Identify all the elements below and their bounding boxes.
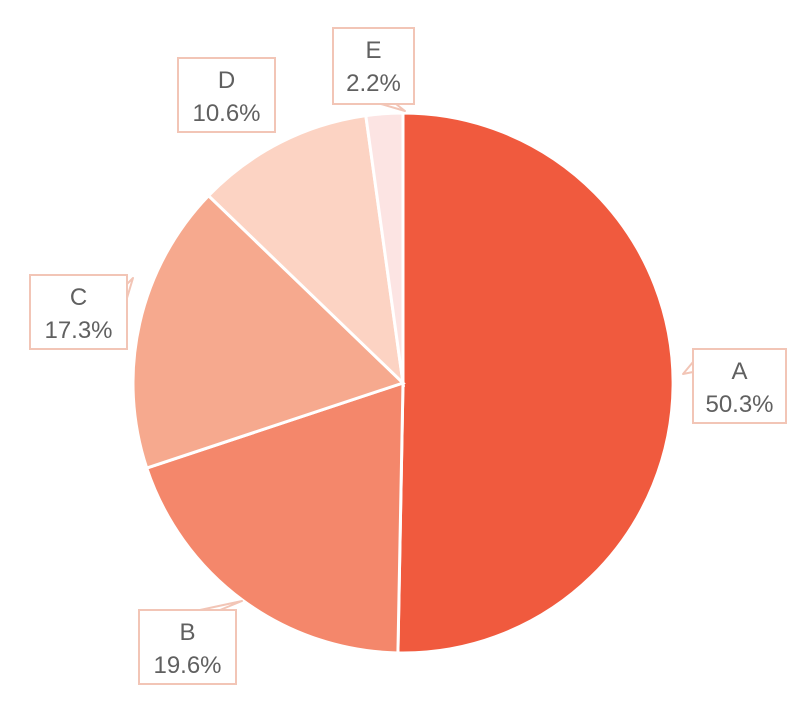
slices-layer [131, 111, 675, 655]
callout-a: A 50.3% [682, 348, 787, 424]
slice-label-e: E [365, 37, 381, 64]
callout-pointer [199, 600, 243, 611]
callout-c: C 17.3% [29, 274, 134, 350]
callout-box [692, 348, 787, 424]
pie-slice-a [396, 111, 675, 655]
callouts-layer: A 50.3% B 19.6% C 17.3% D 10.6% E 2.2% [29, 27, 787, 685]
callout-pointer [682, 361, 694, 375]
callout-pointer [380, 103, 406, 112]
callout-d: D 10.6% [177, 57, 276, 133]
slice-percent-d: 10.6% [192, 100, 260, 127]
slice-label-a: A [731, 358, 747, 385]
callout-b: B 19.6% [138, 600, 243, 685]
callout-e: E 2.2% [332, 27, 415, 112]
callout-box [177, 57, 276, 133]
slice-percent-a: 50.3% [705, 391, 773, 418]
pie-slice-b [144, 380, 405, 655]
slice-percent-c: 17.3% [44, 317, 112, 344]
slice-label-b: B [179, 619, 195, 646]
slice-label-d: D [218, 67, 235, 94]
slice-percent-b: 19.6% [153, 652, 221, 679]
callout-box [29, 274, 128, 350]
pie-slice-e [364, 111, 405, 384]
slice-percent-e: 2.2% [346, 70, 401, 97]
callout-box [138, 609, 237, 685]
pie-slice-c [131, 193, 406, 470]
callout-box [332, 27, 415, 105]
slice-label-c: C [70, 284, 87, 311]
pie-slice-d [206, 113, 406, 388]
